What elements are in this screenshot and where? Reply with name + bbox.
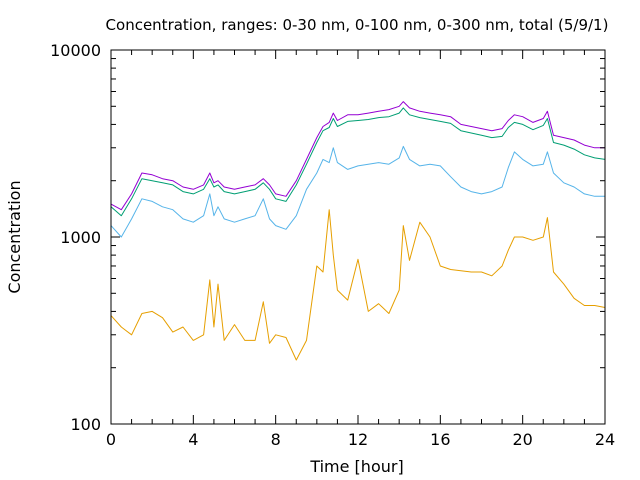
series-line-3 bbox=[110, 145, 605, 238]
x-tick-label: 16 bbox=[430, 430, 450, 449]
y-axis-ticks: 100 1000 10000 bbox=[50, 41, 605, 434]
plot-series bbox=[110, 101, 606, 361]
series-line-4 bbox=[110, 209, 606, 361]
x-tick-label: 4 bbox=[188, 430, 198, 449]
x-tick-label: 12 bbox=[348, 430, 368, 449]
x-axis-ticks: 0 4 8 12 16 20 24 bbox=[106, 50, 615, 449]
series-line-2 bbox=[110, 107, 606, 217]
y-axis-label: Concentration bbox=[5, 180, 24, 293]
x-tick-label: 24 bbox=[595, 430, 615, 449]
y-tick-label: 100 bbox=[70, 415, 101, 434]
x-tick-label: 8 bbox=[271, 430, 281, 449]
chart-title: Concentration, ranges: 0-30 nm, 0-100 nm… bbox=[106, 16, 609, 34]
y-tick-label: 10000 bbox=[50, 41, 101, 60]
plot-frame bbox=[110, 49, 606, 425]
series-line-1 bbox=[110, 101, 605, 211]
x-tick-label: 0 bbox=[106, 430, 116, 449]
y-tick-label: 1000 bbox=[60, 228, 101, 247]
x-axis-label: Time [hour] bbox=[309, 457, 403, 476]
x-tick-label: 20 bbox=[512, 430, 532, 449]
